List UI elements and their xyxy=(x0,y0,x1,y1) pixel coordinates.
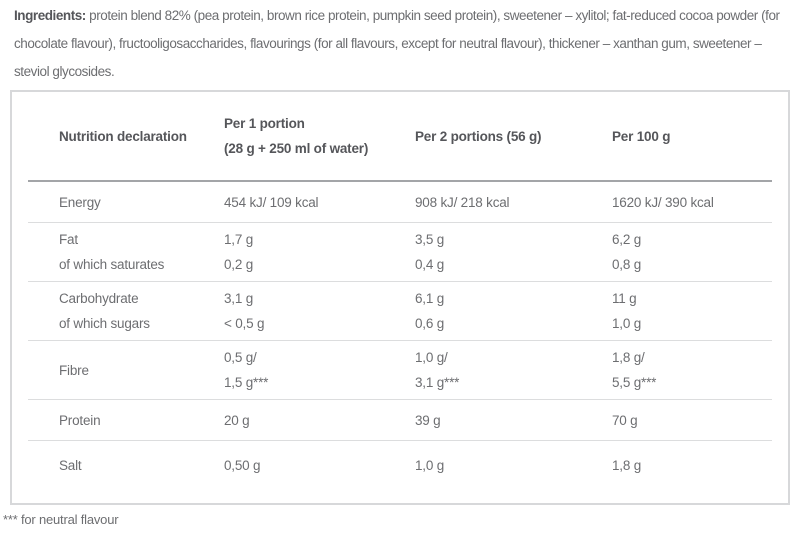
header-per-1-portion-cell: Per 1 portion (28 g + 250 ml of water) xyxy=(224,111,415,161)
row-energy-line: 454 kJ/ 109 kcal xyxy=(224,194,319,210)
row-energy-line: 1620 kJ/ 390 kcal xyxy=(612,194,714,210)
header-per-1-portion-line: (28 g + 250 ml of water) xyxy=(224,141,369,156)
row-fibre-cell: 1,8 g/5,5 g*** xyxy=(612,345,772,395)
row-carbohydrate-cell: 6,1 g 0,6 g xyxy=(415,286,612,336)
row-salt-line: 1,0 g xyxy=(415,458,445,473)
row-protein-line: Protein xyxy=(59,412,101,428)
row-fibre-cell: Fibre xyxy=(28,358,224,383)
row-fibre-cell: 1,0 g/3,1 g*** xyxy=(415,345,612,395)
row-energy-cell: 908 kJ/ 218 kcal xyxy=(415,190,612,215)
row-protein-line: 70 g xyxy=(612,412,638,428)
row-carbohydrate-cell: Carbohydrate of which sugars xyxy=(28,286,224,336)
row-fat-line: 6,2 g xyxy=(612,232,642,247)
row-carbohydrate-line: 1,0 g xyxy=(612,316,642,331)
row-protein-cell: Protein xyxy=(28,408,224,433)
row-energy-cell: 1620 kJ/ 390 kcal xyxy=(612,190,772,215)
row-carbohydrate-line: < 0,5 g xyxy=(224,316,265,331)
row-fat-line: 3,5 g xyxy=(415,232,445,247)
table-row-protein: Protein 20 g 39 g 70 g xyxy=(28,400,772,441)
row-energy-cell: 454 kJ/ 109 kcal xyxy=(224,190,415,215)
header-per-100-g-line: Per 100 g xyxy=(612,128,671,144)
nutrition-table-inner: Nutrition declaration Per 1 portion (28 g … xyxy=(28,92,772,496)
nutrition-table: Nutrition declaration Per 1 portion (28 g … xyxy=(10,90,790,505)
row-protein-cell: 39 g xyxy=(415,408,612,433)
row-salt-line: Salt xyxy=(59,458,82,473)
table-body: Energy 454 kJ/ 109 kcal 908 kJ/ 218 kcal 16… xyxy=(28,182,772,496)
row-carbohydrate-line: Carbohydrate xyxy=(59,291,139,306)
row-energy-line: Energy xyxy=(59,194,101,210)
row-fat-line: 0,4 g xyxy=(415,257,445,272)
row-protein-cell: 20 g xyxy=(224,408,415,433)
row-fibre-line: 3,1 g*** xyxy=(415,375,460,390)
row-carbohydrate-line: 0,6 g xyxy=(415,316,445,331)
table-row-carbohydrate: Carbohydrate of which sugars 3,1 g < 0,5 g 6… xyxy=(28,282,772,341)
row-fibre-line: 1,0 g/ xyxy=(415,350,448,365)
header-per-2-portions-line: Per 2 portions (56 g) xyxy=(415,128,542,144)
row-carbohydrate-line: 11 g xyxy=(612,291,637,306)
row-fibre-cell: 0,5 g/1,5 g*** xyxy=(224,345,415,395)
header-nutrition-declaration-cell: Nutrition declaration xyxy=(28,124,224,149)
row-fibre-line: 5,5 g*** xyxy=(612,375,657,390)
row-energy-cell: Energy xyxy=(28,190,224,215)
row-fat-line: of which saturates xyxy=(59,257,165,272)
table-row-salt: Salt 0,50 g 1,0 g 1,8 g xyxy=(28,441,772,496)
row-carbohydrate-line: of which sugars xyxy=(59,316,150,331)
row-fat-line: 0,2 g xyxy=(224,257,254,272)
table-row-energy: Energy 454 kJ/ 109 kcal 908 kJ/ 218 kcal 16… xyxy=(28,182,772,223)
row-salt-line: 1,8 g xyxy=(612,458,642,473)
row-carbohydrate-cell: 11 g 1,0 g xyxy=(612,286,772,336)
row-fat-line: Fat xyxy=(59,232,78,247)
row-salt-cell: Salt xyxy=(28,441,224,478)
header-per-2-portions-cell: Per 2 portions (56 g) xyxy=(415,124,612,149)
row-protein-cell: 70 g xyxy=(612,408,772,433)
header-nutrition-declaration-line: Nutrition declaration xyxy=(59,128,187,144)
row-fat-cell: 3,5 g 0,4 g xyxy=(415,227,612,277)
row-carbohydrate-line: 3,1 g xyxy=(224,291,254,306)
row-fat-line: 1,7 g xyxy=(224,232,254,247)
row-protein-line: 20 g xyxy=(224,412,250,428)
row-fat-cell: Fat of which saturates xyxy=(28,227,224,277)
row-fat-cell: 6,2 g 0,8 g xyxy=(612,227,772,277)
row-fibre-line: 1,8 g/ xyxy=(612,350,645,365)
row-fibre-line: Fibre xyxy=(59,362,89,378)
row-energy-line: 908 kJ/ 218 kcal xyxy=(415,194,510,210)
ingredients-label: Ingredients: xyxy=(14,8,86,23)
row-fat-line: 0,8 g xyxy=(612,257,642,272)
row-fat-cell: 1,7 g 0,2 g xyxy=(224,227,415,277)
table-row-fat: Fat of which saturates 1,7 g 0,2 g 3,5 g 0,4 … xyxy=(28,223,772,282)
row-fibre-line: 1,5 g*** xyxy=(224,375,269,390)
row-salt-cell: 1,8 g xyxy=(612,441,772,478)
row-carbohydrate-line: 6,1 g xyxy=(415,291,445,306)
row-salt-line: 0,50 g xyxy=(224,458,261,473)
row-salt-cell: 0,50 g xyxy=(224,441,415,478)
row-salt-cell: 1,0 g xyxy=(415,441,612,478)
ingredients-paragraph: Ingredients: protein blend 82% (pea prot… xyxy=(0,0,809,86)
row-protein-line: 39 g xyxy=(415,412,441,428)
row-carbohydrate-cell: 3,1 g < 0,5 g xyxy=(224,286,415,336)
row-fibre-line: 0,5 g/ xyxy=(224,350,257,365)
header-per-1-portion-line: Per 1 portion xyxy=(224,116,305,131)
table-header-row: Nutrition declaration Per 1 portion (28 g … xyxy=(28,92,772,182)
table-row-fibre: Fibre 0,5 g/1,5 g*** 1,0 g/3,1 g*** 1,8 g/5… xyxy=(28,341,772,400)
footnote: *** for neutral flavour xyxy=(3,512,119,527)
ingredients-text: protein blend 82% (pea protein, brown ri… xyxy=(14,8,780,79)
header-per-100-g-cell: Per 100 g xyxy=(612,124,772,149)
